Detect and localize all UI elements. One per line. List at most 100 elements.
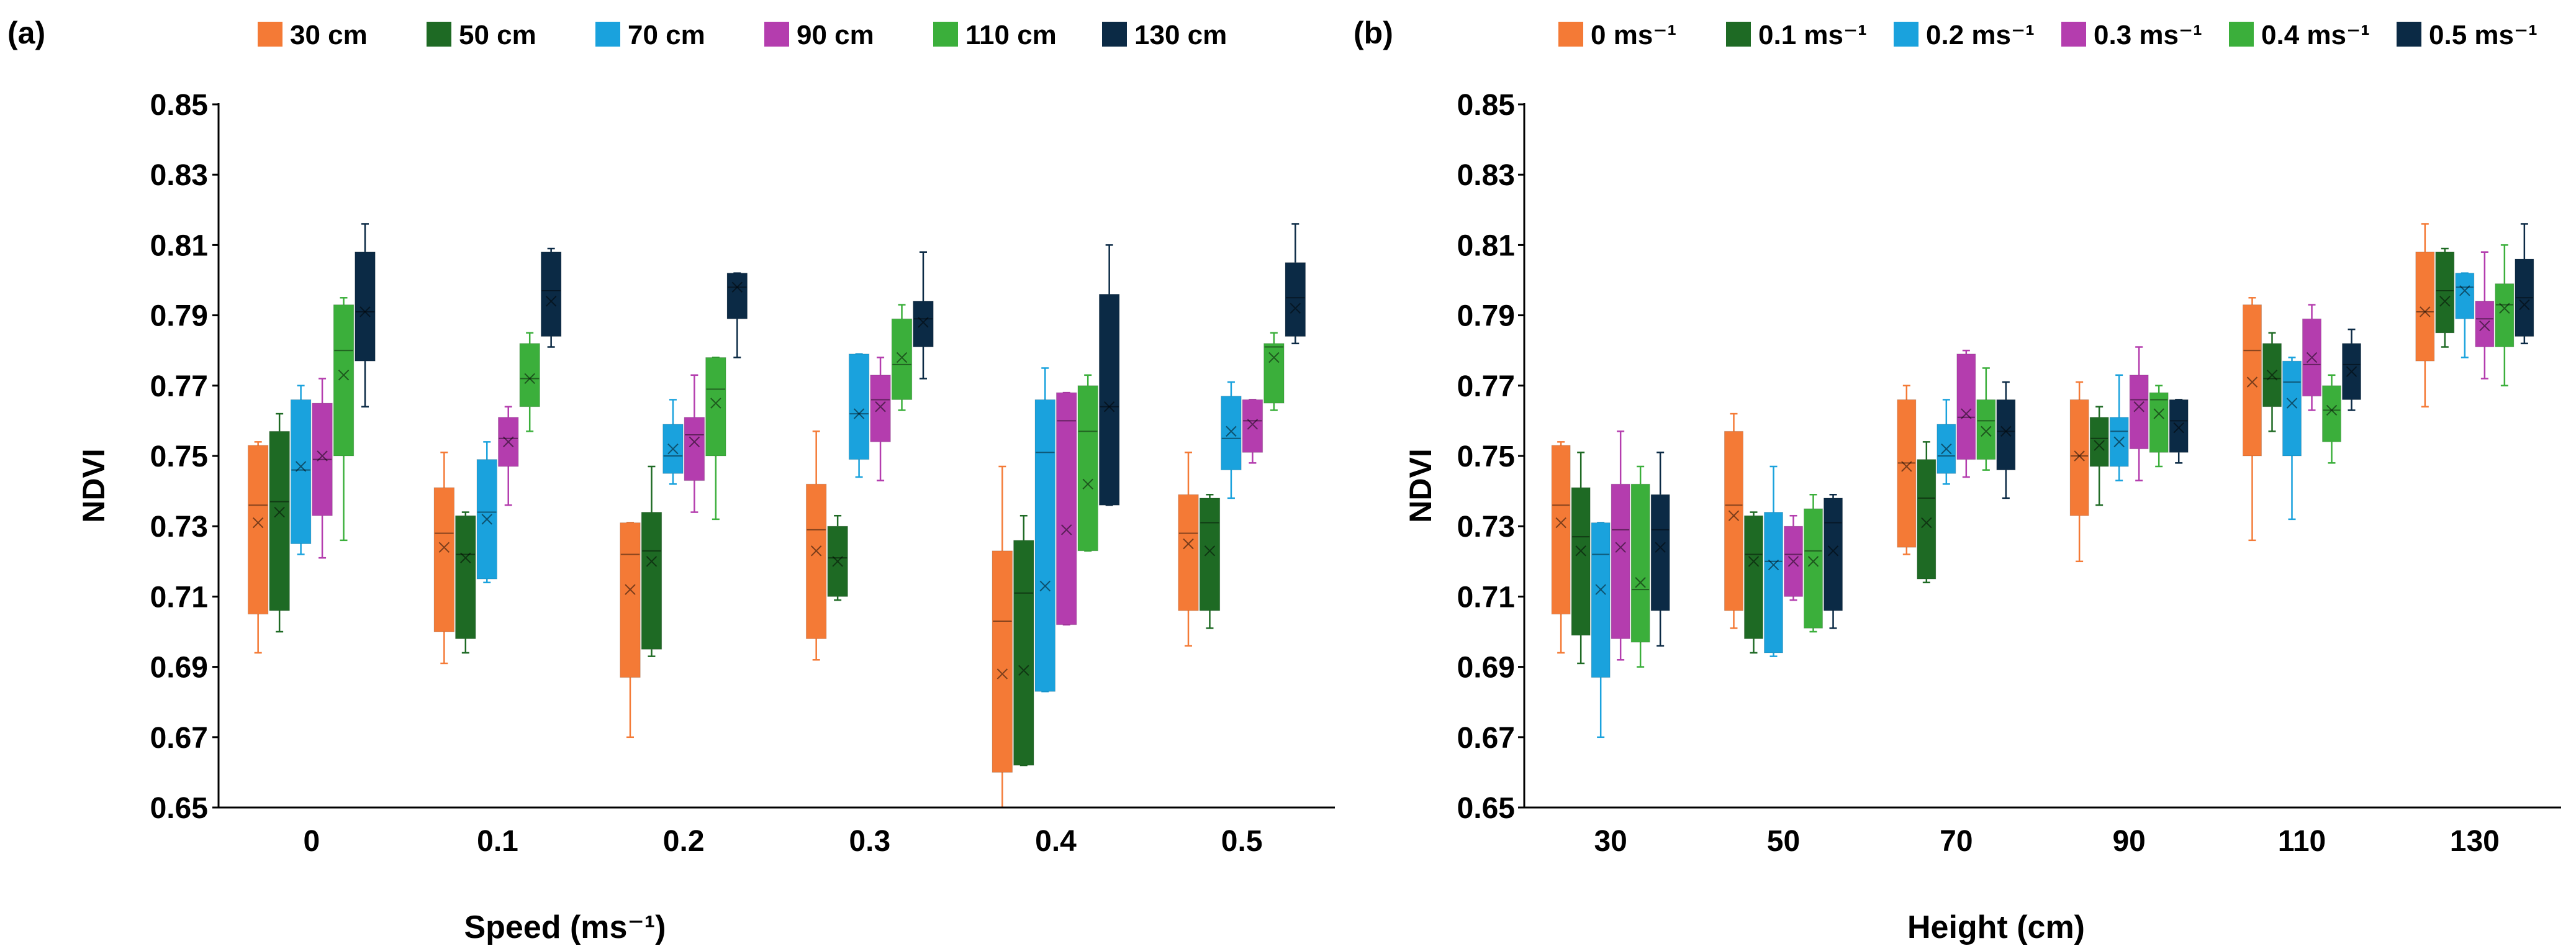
box-1-5-1 <box>1824 494 1843 629</box>
box-1-1-5 <box>2435 247 2455 348</box>
panel-b: (b) 0 ms⁻¹ 0.1 ms⁻¹ 0.2 ms⁻¹ 0.3 ms⁻¹ 0.4 ms… <box>1354 16 2561 945</box>
legend-b: 0 ms⁻¹ 0.1 ms⁻¹ 0.2 ms⁻¹ 0.3 ms⁻¹ 0.4 ms⁻¹ 0.… <box>1558 20 2538 50</box>
box-1-3-4 <box>2302 304 2322 411</box>
legend-label-0: 30 cm <box>290 20 368 50</box>
mean-marker <box>2133 401 2144 412</box>
mean-marker <box>1575 545 1586 557</box>
y-tick-label-1: 0.67 <box>1457 722 1515 755</box>
y-tick-label-5: 0.75 <box>1457 440 1515 473</box>
box-0-2-3 <box>848 353 870 478</box>
mean-marker <box>359 306 371 317</box>
box-1-3-1 <box>1784 514 1804 601</box>
box-body <box>1221 396 1242 471</box>
mean-marker <box>689 436 700 448</box>
mean-marker <box>875 401 886 412</box>
box-0-2-1 <box>476 441 497 584</box>
box-body <box>2149 392 2169 453</box>
box-0-5-4 <box>1098 244 1120 506</box>
box-1-1-0 <box>1571 452 1591 665</box>
mean-marker <box>667 443 679 455</box>
box-0-0-4 <box>992 465 1013 809</box>
box-0-4-1 <box>519 332 540 432</box>
box-1-2-1 <box>1763 465 1784 657</box>
legend-swatch-3 <box>2061 22 2086 47</box>
box-0-1-0 <box>269 412 290 633</box>
box-body <box>1743 515 1763 639</box>
mean-marker <box>2499 303 2510 314</box>
mean-marker <box>2420 306 2431 317</box>
mean-marker <box>2519 299 2530 311</box>
mean-marker <box>317 450 328 462</box>
mean-marker <box>1921 517 1932 529</box>
box-1-0-5 <box>2415 223 2435 408</box>
x-axis-a: 0 0.1 0.2 0.3 0.4 0.5 <box>219 806 1335 858</box>
x-axis-title-b: Height (cm) <box>1907 909 2085 945</box>
box-0-2-0 <box>290 384 312 555</box>
legend-swatch-1 <box>1726 22 1751 47</box>
box-body <box>1056 392 1077 626</box>
box-1-2-4 <box>2282 357 2302 521</box>
box-0-5-2 <box>726 272 748 358</box>
box-body <box>1763 512 1784 653</box>
mean-marker <box>1961 408 1972 419</box>
legend-swatch-5 <box>2397 22 2421 47</box>
y-tick-label-1: 0.67 <box>150 722 208 755</box>
x-tick-label-1: 50 <box>1767 825 1800 858</box>
box-body <box>1013 540 1034 766</box>
box-1-1-3 <box>2089 406 2109 506</box>
mean-marker <box>1103 401 1115 412</box>
plot-area-a <box>247 223 1306 809</box>
box-0-3-5 <box>1242 399 1263 464</box>
box-body <box>2515 258 2534 337</box>
box-0-5-1 <box>540 247 562 348</box>
box-body <box>1996 399 2016 471</box>
box-0-2-2 <box>662 399 684 485</box>
box-body <box>848 353 870 460</box>
y-tick-label-6: 0.77 <box>150 370 208 403</box>
mean-marker <box>810 545 822 557</box>
box-body <box>1077 385 1098 552</box>
x-tick-label-3: 90 <box>2112 825 2145 858</box>
box-body <box>620 522 641 678</box>
box-1-1-1 <box>1743 511 1763 654</box>
mean-marker <box>2173 422 2184 434</box>
box-1-4-0 <box>1630 465 1650 668</box>
mean-marker <box>2306 352 2318 363</box>
box-0-4-0 <box>333 297 355 542</box>
y-tick-label-2: 0.69 <box>150 652 208 685</box>
x-tick-label-5: 0.5 <box>1221 825 1263 858</box>
mean-marker <box>2153 408 2164 419</box>
x-tick-label-3: 0.3 <box>849 825 890 858</box>
box-body <box>1591 522 1611 678</box>
legend-label-1: 50 cm <box>459 20 536 50</box>
y-tick-label-10: 0.85 <box>1457 89 1515 122</box>
y-tick-label-4: 0.73 <box>150 511 208 544</box>
box-0-2-5 <box>1221 381 1242 499</box>
box-body <box>891 318 913 400</box>
mean-marker <box>1787 556 1799 567</box>
box-body <box>540 252 562 337</box>
mean-marker <box>481 514 492 525</box>
mean-marker <box>274 506 285 518</box>
box-body <box>1724 430 1743 611</box>
box-1-5-3 <box>2169 399 2189 464</box>
legend-swatch-4 <box>2229 22 2254 47</box>
box-body <box>641 512 662 650</box>
box-1-2-3 <box>2109 374 2129 481</box>
mean-marker <box>646 556 658 567</box>
box-1-0-4 <box>2242 297 2262 542</box>
mean-marker <box>1981 425 1992 437</box>
mean-marker <box>338 370 350 381</box>
legend-a: 30 cm 50 cm 70 cm 90 cm 110 cm 130 cm <box>258 20 1227 50</box>
mean-marker <box>1655 542 1666 553</box>
panel-a: (a) 30 cm 50 cm 70 cm 90 cm 110 cm 130 cm 0.6… <box>7 16 1335 945</box>
mean-marker <box>1635 577 1646 588</box>
box-body <box>1956 353 1976 460</box>
mean-marker <box>1728 510 1740 521</box>
box-0-1-3 <box>827 514 848 601</box>
box-1-3-2 <box>1956 349 1976 478</box>
box-1-0-2 <box>1897 384 1917 555</box>
mean-marker <box>2000 425 2012 437</box>
box-0-3-1 <box>498 406 519 506</box>
mean-marker <box>1807 556 1819 567</box>
